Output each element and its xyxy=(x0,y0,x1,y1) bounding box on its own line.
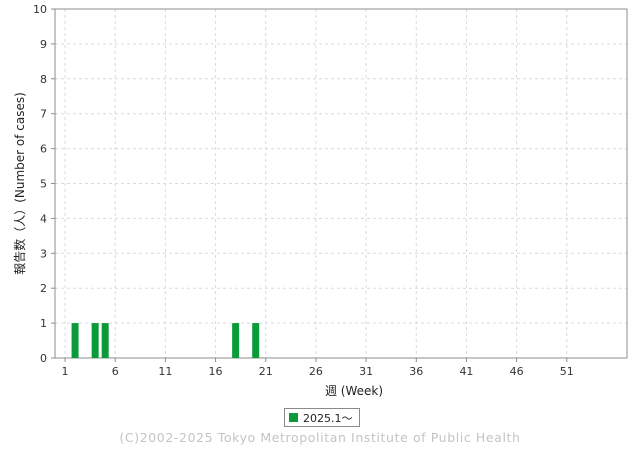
bar xyxy=(101,323,109,358)
x-tick-label: 21 xyxy=(259,365,273,378)
y-tick-label: 0 xyxy=(40,352,47,365)
bars xyxy=(71,323,260,358)
grid-lines xyxy=(55,9,627,358)
x-axis-label: 週 (Week) xyxy=(325,384,383,398)
y-axis-label: 報告数（人）(Number of cases) xyxy=(12,92,27,275)
x-tick-label: 16 xyxy=(209,365,223,378)
x-tick-label: 51 xyxy=(560,365,574,378)
y-tick-label: 5 xyxy=(40,178,47,191)
y-tick-label: 4 xyxy=(40,212,47,225)
y-tick-label: 6 xyxy=(40,143,47,156)
y-tick-label: 10 xyxy=(33,3,47,16)
legend-swatch xyxy=(289,413,298,422)
bar xyxy=(252,323,260,358)
x-tick-label: 11 xyxy=(158,365,172,378)
y-tick-label: 8 xyxy=(40,73,47,86)
y-tick-label: 7 xyxy=(40,108,47,121)
y-tick-label: 1 xyxy=(40,317,47,330)
x-tick-label: 41 xyxy=(459,365,473,378)
x-tick-label: 31 xyxy=(359,365,373,378)
bar xyxy=(91,323,99,358)
x-tick-label: 36 xyxy=(409,365,423,378)
x-tick-label: 1 xyxy=(62,365,69,378)
y-tick-label: 2 xyxy=(40,282,47,295)
bar xyxy=(232,323,240,358)
x-tick-label: 6 xyxy=(112,365,119,378)
x-tick-label: 26 xyxy=(309,365,323,378)
y-tick-label: 3 xyxy=(40,247,47,260)
legend: 2025.1〜 xyxy=(284,408,360,427)
x-tick-label: 46 xyxy=(510,365,524,378)
bar xyxy=(71,323,79,358)
y-tick-label: 9 xyxy=(40,38,47,51)
legend-label: 2025.1〜 xyxy=(303,411,353,425)
copyright-notice: (C)2002-2025 Tokyo Metropolitan Institut… xyxy=(119,430,521,445)
